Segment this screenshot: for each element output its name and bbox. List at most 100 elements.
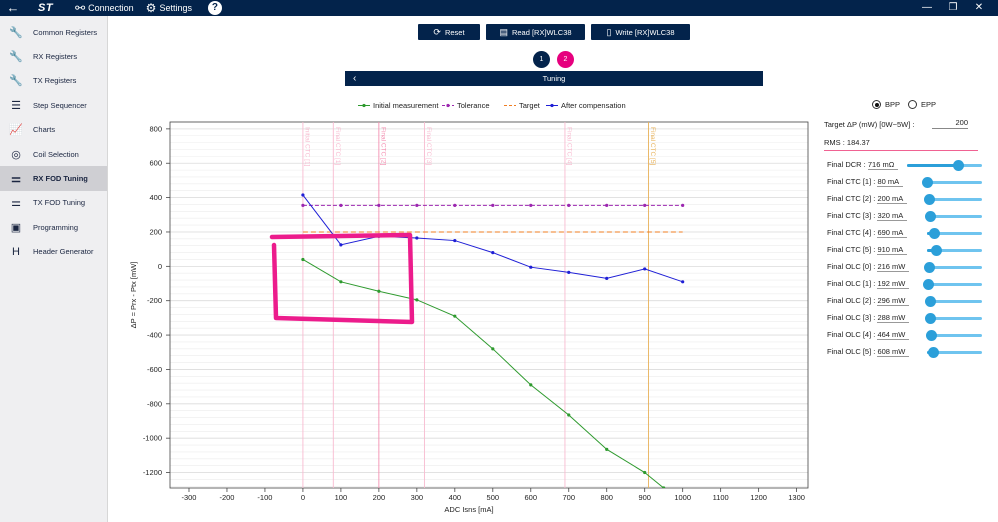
step-2[interactable]: 2	[557, 51, 574, 68]
final-dcr-slider-fill	[907, 164, 958, 167]
final-ctc-4-value[interactable]: 690 mA	[877, 228, 908, 238]
final-olc-0-row: Final OLC [0] : 216 mW	[827, 259, 987, 276]
final-olc-4-slider-track[interactable]	[927, 334, 982, 337]
final-ctc-1-value[interactable]: 80 mA	[877, 177, 904, 187]
final-ctc-1-label: Final CTC [1] : 80 mA	[827, 177, 904, 187]
final-olc-3-label-text: Final OLC [3] :	[827, 313, 876, 322]
settings-label: Settings	[159, 3, 192, 13]
final-olc-5-value[interactable]: 608 mW	[877, 347, 910, 357]
x-tick-label: 200	[373, 493, 386, 502]
final-ctc-1-label-text: Final CTC [1] :	[827, 177, 876, 186]
help-icon[interactable]: ?	[207, 1, 222, 15]
final-ctc-5-value[interactable]: 910 mA	[877, 245, 908, 255]
final-ctc-1-slider-thumb[interactable]	[921, 177, 933, 188]
final-olc-4-slider-thumb[interactable]	[926, 330, 938, 341]
final-olc-0-slider-track[interactable]	[927, 266, 982, 269]
final-olc-0-value[interactable]: 216 mW	[877, 262, 910, 272]
final-ctc-5-row: Final CTC [5] : 910 mA	[827, 242, 987, 259]
final-ctc-3-label-text: Final CTC [3] :	[827, 211, 876, 220]
final-dcr-label: Final DCR : 716 mΩ	[827, 160, 899, 170]
final-ctc-3-slider-thumb[interactable]	[924, 211, 936, 222]
final-dcr-value[interactable]: 716 mΩ	[867, 160, 899, 170]
final-olc-4-label-text: Final OLC [4] :	[827, 330, 876, 339]
write-icon: ▯	[606, 26, 612, 37]
final-ctc-2-slider-thumb[interactable]	[923, 194, 935, 205]
highlight-annotation	[269, 232, 415, 325]
final-olc-2-slider-track[interactable]	[927, 300, 982, 303]
settings-menu[interactable]: ⚙ Settings	[146, 1, 192, 15]
final-olc-2-slider-thumb[interactable]	[924, 296, 936, 307]
epp-radio[interactable]	[908, 100, 918, 109]
sidebar-item-tx-fod-tuning[interactable]: ⚌ TX FOD Tuning	[0, 191, 107, 215]
final-ctc-5-slider-track[interactable]	[927, 249, 982, 252]
final-olc-4-row: Final OLC [4] : 464 mW	[827, 327, 987, 344]
target-input[interactable]: 200	[932, 118, 968, 129]
sidebar-item-label: Common Registers	[33, 27, 98, 37]
reset-button[interactable]: ⟳ Reset	[418, 24, 480, 40]
sidebar-item-tx-registers[interactable]: 🔧 TX Registers	[0, 69, 107, 93]
legend-label: Initial measurement	[373, 101, 439, 110]
final-ctc-2-value[interactable]: 200 mA	[877, 194, 908, 204]
final-olc-0-slider-thumb[interactable]	[923, 262, 935, 273]
sidebar-item-step-sequencer[interactable]: ☰ Step Sequencer	[0, 93, 107, 117]
final-ctc-3-value[interactable]: 320 mA	[877, 211, 908, 221]
final-dcr-slider-thumb[interactable]	[952, 160, 964, 171]
final-olc-3-value[interactable]: 288 mW	[877, 313, 910, 323]
sidebar-item-charts[interactable]: 📈 Charts	[0, 118, 107, 142]
final-olc-4-label: Final OLC [4] : 464 mW	[827, 330, 910, 340]
sidebar-item-rx-fod-tuning[interactable]: ⚌ RX FOD Tuning	[0, 166, 107, 191]
final-ctc-2-slider-track[interactable]	[927, 198, 982, 201]
plot-frame	[169, 121, 809, 489]
back-arrow-icon[interactable]: ←	[6, 0, 20, 15]
write-label: Write [RX]WLC38	[615, 27, 675, 37]
sidebar: 🔧 Common Registers 🔧 RX Registers 🔧 TX Regist…	[0, 16, 108, 522]
restore-icon[interactable]: ❐	[948, 2, 958, 13]
data-point	[339, 280, 343, 284]
final-olc-0-label-text: Final OLC [0] :	[827, 262, 876, 271]
bpp-radio[interactable]	[872, 100, 881, 109]
final-ctc-2-row: Final CTC [2] : 200 mA	[827, 191, 987, 208]
data-point	[377, 289, 381, 293]
final-olc-5-slider-thumb[interactable]	[928, 347, 940, 358]
data-point	[643, 203, 647, 207]
sidebar-item-header-generator[interactable]: H Header Generator	[0, 240, 107, 264]
final-ctc-4-slider-thumb[interactable]	[928, 228, 940, 239]
data-point	[301, 257, 305, 262]
write-button[interactable]: ▯ Write [RX]WLC38	[591, 24, 690, 40]
final-olc-1-slider-track[interactable]	[927, 283, 982, 286]
sidebar-item-common-registers[interactable]: 🔧 Common Registers	[0, 20, 107, 44]
chevron-left-icon[interactable]: ‹	[353, 73, 357, 84]
connection-menu[interactable]: ⚯ Connection	[75, 1, 134, 15]
final-ctc-4-slider-track[interactable]	[927, 232, 982, 235]
sidebar-item-rx-registers[interactable]: 🔧 RX Registers	[0, 44, 107, 68]
close-icon[interactable]: ✕	[974, 2, 984, 13]
final-olc-5-slider-track[interactable]	[927, 351, 982, 354]
data-point	[491, 203, 495, 207]
wrench-icon: 🔧	[9, 51, 23, 64]
minimize-icon[interactable]: —	[922, 2, 932, 13]
final-olc-2-row: Final OLC [2] : 296 mW	[827, 293, 987, 310]
final-olc-2-value[interactable]: 296 mW	[877, 296, 910, 306]
sidebar-item-programming[interactable]: ▣ Programming	[0, 215, 107, 239]
x-axis-label: ADC Isns [mA]	[444, 505, 493, 514]
sidebar-item-coil-selection[interactable]: ◎ Coil Selection	[0, 142, 107, 166]
final-ctc-1-slider-track[interactable]	[927, 181, 982, 184]
final-olc-3-slider-track[interactable]	[927, 317, 982, 320]
x-tick-label: -200	[219, 493, 234, 502]
y-tick-label: -600	[147, 365, 162, 374]
step-1[interactable]: 1	[533, 51, 550, 68]
st-logo: ST	[38, 2, 54, 14]
final-olc-1-value[interactable]: 192 mW	[877, 279, 910, 289]
final-olc-4-value[interactable]: 464 mW	[877, 330, 910, 340]
ctc-marker-label: Final CTC [3]	[425, 127, 432, 165]
y-tick-label: 0	[158, 262, 162, 271]
final-olc-1-slider-thumb[interactable]	[923, 279, 935, 290]
final-olc-1-label-text: Final OLC [1] :	[827, 279, 876, 288]
legend-label: Target	[519, 101, 541, 110]
final-ctc-3-slider-track[interactable]	[927, 215, 982, 218]
final-olc-3-slider-thumb[interactable]	[924, 313, 936, 324]
ctc-marker-label: Final CTC [1]	[334, 127, 341, 165]
final-ctc-5-slider-thumb[interactable]	[930, 245, 942, 256]
read-button[interactable]: ▤ Read [RX]WLC38	[486, 24, 585, 40]
mode-selector: BPP EPP	[872, 100, 936, 109]
